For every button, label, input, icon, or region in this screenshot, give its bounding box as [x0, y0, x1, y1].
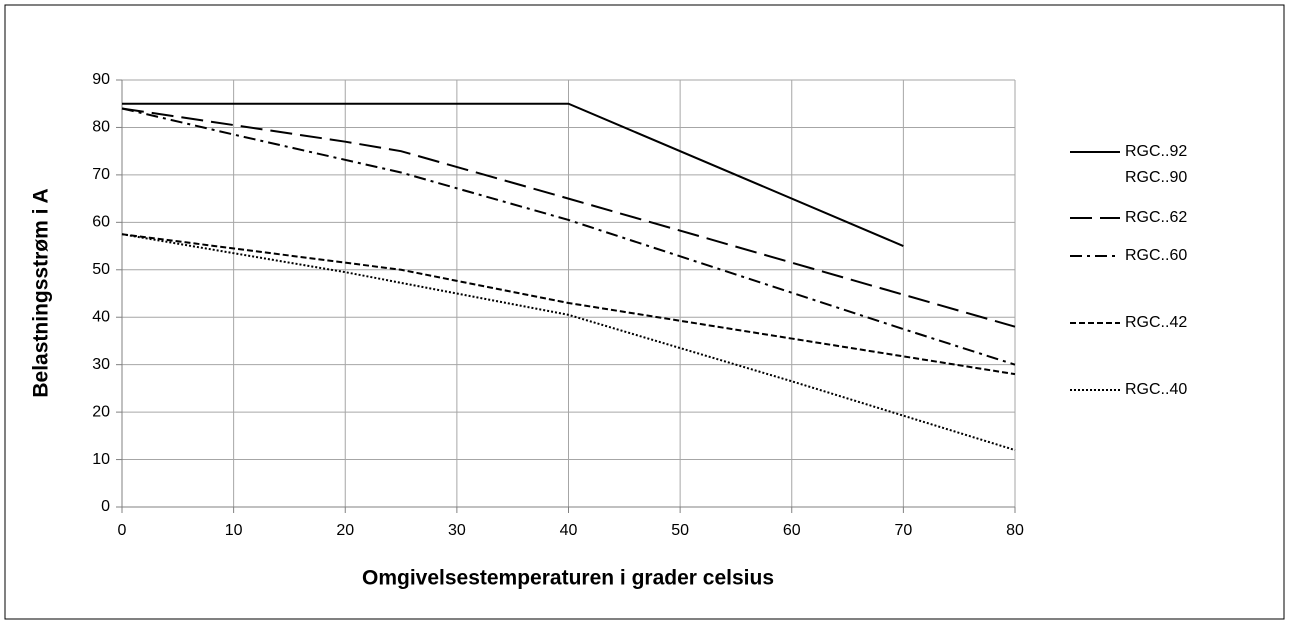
- y-axis-label: Belastningsstrøm i A: [30, 188, 53, 397]
- x-tick-label: 0: [118, 522, 127, 539]
- y-tick-label: 80: [92, 119, 110, 136]
- y-tick-label: 70: [92, 166, 110, 183]
- y-tick-label: 50: [92, 261, 110, 278]
- legend-label: RGC..62: [1125, 209, 1187, 226]
- y-tick-label: 90: [92, 71, 110, 88]
- series-line: [122, 102, 904, 247]
- legend-label: RGC..42: [1125, 314, 1187, 331]
- y-tick-label: 40: [92, 308, 110, 325]
- y-tick-label: 30: [92, 356, 110, 373]
- x-tick-label: 50: [671, 522, 689, 539]
- legend-label: RGC..92 RGC..90: [1125, 143, 1187, 186]
- x-tick-label: 20: [336, 522, 354, 539]
- y-tick-label: 10: [92, 451, 110, 468]
- series-line: [121, 233, 1016, 376]
- series-line: [121, 233, 1016, 452]
- chart-frame: [4, 4, 1285, 620]
- x-tick-label: 10: [225, 522, 243, 539]
- legend-label: RGC..60: [1125, 247, 1187, 264]
- x-tick-label: 70: [894, 522, 912, 539]
- x-tick-label: 30: [448, 522, 466, 539]
- series-line: [121, 107, 1016, 328]
- y-tick-label: 0: [101, 498, 110, 515]
- legend-label: RGC..40: [1125, 381, 1187, 398]
- series-line: [121, 107, 1016, 366]
- y-tick-label: 20: [92, 403, 110, 420]
- x-tick-label: 80: [1006, 522, 1024, 539]
- x-axis-label: Omgivelsestemperaturen i grader celsius: [362, 567, 774, 590]
- x-tick-label: 60: [783, 522, 801, 539]
- x-tick-label: 40: [560, 522, 578, 539]
- y-tick-label: 60: [92, 214, 110, 231]
